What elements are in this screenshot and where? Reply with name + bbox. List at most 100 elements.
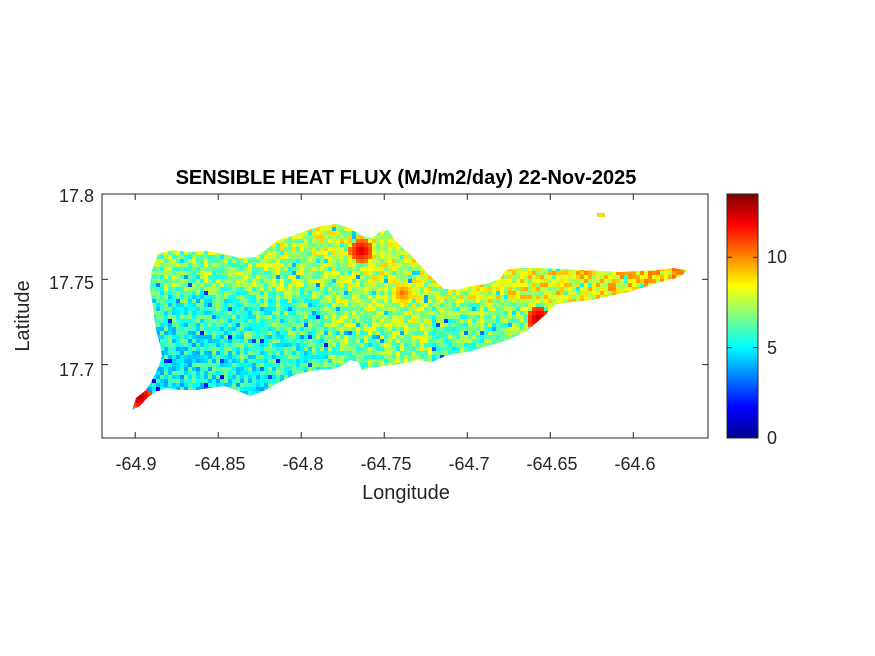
raster-cell	[408, 255, 412, 259]
raster-cell	[376, 255, 380, 259]
raster-cell	[500, 287, 504, 291]
raster-cell	[444, 311, 448, 315]
raster-cell	[168, 295, 172, 299]
raster-cell	[344, 311, 348, 315]
raster-cell	[292, 259, 296, 263]
raster-cell	[256, 315, 260, 319]
raster-cell	[272, 255, 276, 259]
raster-cell	[368, 307, 372, 311]
raster-cell	[196, 275, 200, 279]
raster-cell	[160, 287, 164, 291]
raster-cell	[308, 235, 312, 239]
raster-cell	[208, 339, 212, 343]
raster-cell	[160, 355, 164, 359]
raster-cell	[160, 283, 164, 287]
raster-cell	[344, 259, 348, 263]
raster-cell	[516, 295, 520, 299]
raster-cell	[212, 343, 216, 347]
raster-cell	[188, 307, 192, 311]
raster-cell	[204, 307, 208, 311]
raster-cell	[316, 331, 320, 335]
raster-cell	[540, 283, 544, 287]
raster-cell	[212, 355, 216, 359]
raster-cell	[300, 347, 304, 351]
raster-cell	[408, 279, 412, 283]
raster-cell	[448, 303, 452, 307]
raster-cell	[376, 311, 380, 315]
raster-cell	[484, 315, 488, 319]
raster-cell	[380, 235, 384, 239]
raster-cell	[576, 299, 580, 303]
raster-cell	[188, 259, 192, 263]
raster-cell	[536, 315, 540, 319]
raster-cell	[348, 275, 352, 279]
raster-cell	[216, 323, 220, 327]
raster-cell	[388, 239, 392, 243]
raster-cell	[584, 275, 588, 279]
raster-cell	[380, 299, 384, 303]
raster-cell	[344, 287, 348, 291]
raster-cell	[516, 323, 520, 327]
raster-cell	[304, 239, 308, 243]
raster-cell	[288, 239, 292, 243]
raster-cell	[572, 279, 576, 283]
raster-cell	[280, 263, 284, 267]
raster-cell	[340, 231, 344, 235]
raster-cell	[412, 339, 416, 343]
raster-cell	[304, 331, 308, 335]
raster-cell	[188, 275, 192, 279]
raster-cell	[380, 311, 384, 315]
raster-cell	[544, 275, 548, 279]
raster-cell	[420, 291, 424, 295]
raster-cell	[208, 267, 212, 271]
raster-cell	[280, 259, 284, 263]
raster-cell	[236, 275, 240, 279]
raster-cell	[504, 327, 508, 331]
raster-cell	[216, 327, 220, 331]
raster-cell	[292, 295, 296, 299]
raster-cell	[548, 287, 552, 291]
raster-cell	[324, 251, 328, 255]
raster-cell	[212, 319, 216, 323]
raster-cell	[252, 307, 256, 311]
raster-cell	[232, 323, 236, 327]
raster-cell	[372, 235, 376, 239]
raster-cell	[484, 299, 488, 303]
raster-cell	[340, 239, 344, 243]
raster-cell	[312, 291, 316, 295]
raster-cell	[188, 335, 192, 339]
raster-cell	[256, 291, 260, 295]
raster-cell	[220, 335, 224, 339]
raster-cell	[492, 303, 496, 307]
raster-cell	[284, 339, 288, 343]
raster-cell	[244, 323, 248, 327]
raster-cell	[448, 295, 452, 299]
raster-cell	[196, 251, 200, 255]
raster-cell	[180, 331, 184, 335]
raster-cell	[332, 303, 336, 307]
raster-cell	[560, 295, 564, 299]
raster-cell	[156, 291, 160, 295]
raster-cell	[412, 319, 416, 323]
raster-cell	[288, 343, 292, 347]
raster-cell	[316, 271, 320, 275]
raster-cell	[516, 283, 520, 287]
raster-cell	[308, 247, 312, 251]
raster-cell	[384, 331, 388, 335]
raster-cell	[404, 311, 408, 315]
raster-cell	[568, 271, 572, 275]
raster-cell	[344, 263, 348, 267]
raster-cell	[156, 327, 160, 331]
raster-cell	[280, 323, 284, 327]
raster-cell	[260, 307, 264, 311]
raster-cell	[480, 311, 484, 315]
raster-cell	[540, 295, 544, 299]
raster-cell	[416, 327, 420, 331]
raster-cell	[180, 339, 184, 343]
raster-cell	[560, 275, 564, 279]
raster-cell	[420, 307, 424, 311]
raster-cell	[392, 347, 396, 351]
raster-cell	[500, 275, 504, 279]
raster-cell	[600, 295, 604, 299]
raster-cell	[388, 347, 392, 351]
